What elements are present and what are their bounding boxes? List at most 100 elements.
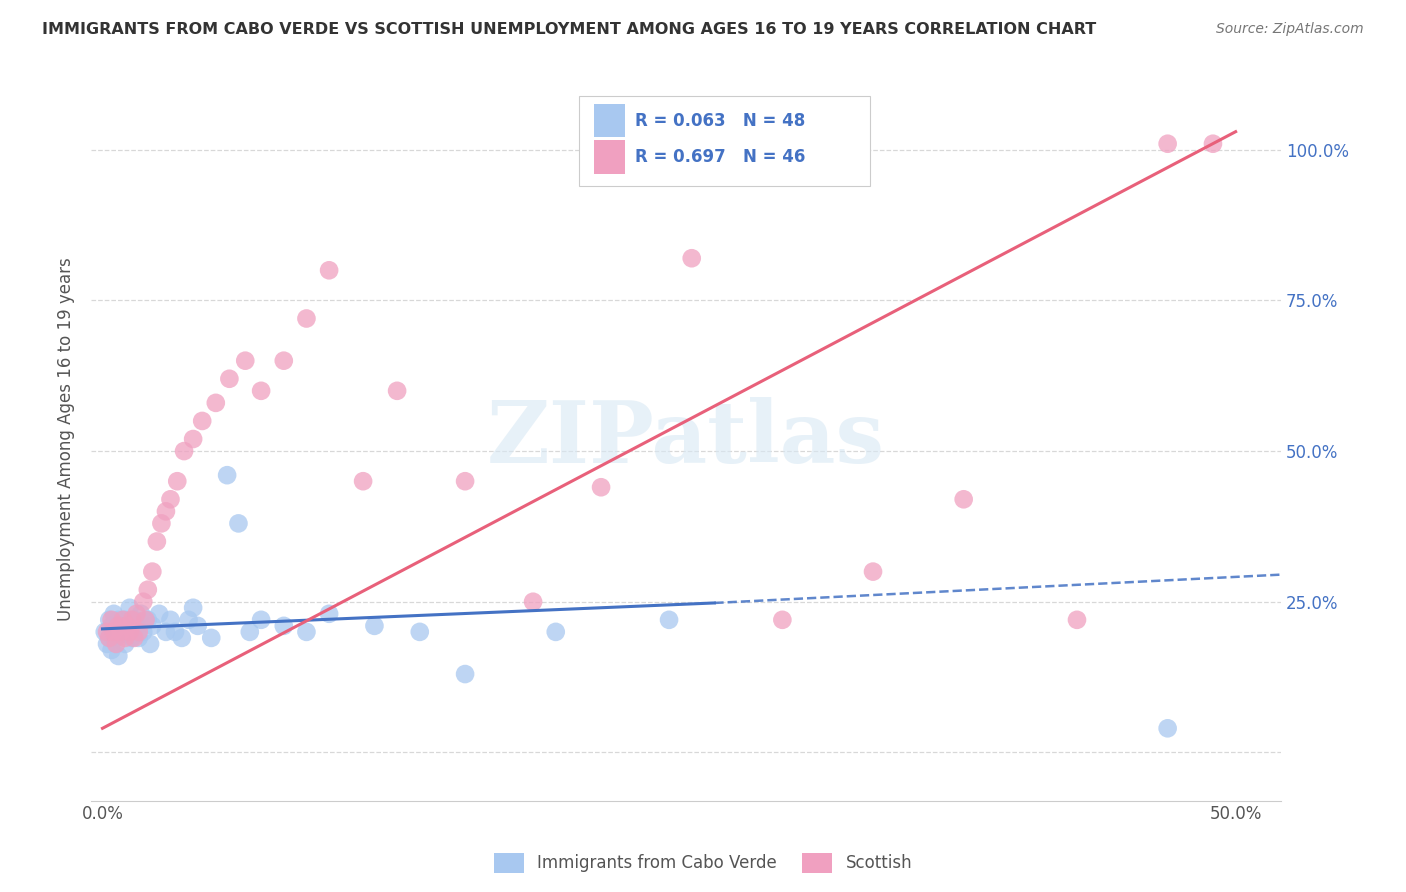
Point: [121, 613, 143, 627]
Point: [352, 474, 374, 488]
Point: [170, 631, 193, 645]
Point: [150, 516, 173, 531]
Point: [114, 613, 136, 627]
Point: [952, 492, 974, 507]
Point: [1156, 136, 1178, 151]
Point: [217, 468, 239, 483]
Point: [128, 624, 150, 639]
Point: [522, 595, 544, 609]
Point: [107, 648, 129, 663]
FancyBboxPatch shape: [595, 104, 626, 137]
Point: [105, 637, 128, 651]
Point: [273, 619, 295, 633]
Point: [159, 613, 181, 627]
Point: [155, 504, 177, 518]
Point: [132, 595, 155, 609]
Point: [100, 619, 122, 633]
Point: [204, 396, 226, 410]
FancyBboxPatch shape: [579, 95, 870, 186]
Point: [1202, 136, 1225, 151]
Point: [250, 613, 273, 627]
Point: [103, 607, 125, 621]
Point: [100, 643, 122, 657]
Point: [200, 631, 222, 645]
Point: [363, 619, 385, 633]
Point: [233, 353, 256, 368]
Point: [94, 624, 117, 639]
Point: [1156, 721, 1178, 735]
Point: [121, 631, 143, 645]
Point: [129, 607, 152, 621]
Point: [155, 624, 177, 639]
Point: [114, 631, 136, 645]
Point: [117, 619, 139, 633]
Point: [107, 613, 129, 627]
Point: [295, 311, 318, 326]
Point: [125, 619, 148, 633]
Point: [173, 444, 195, 458]
Point: [148, 607, 170, 621]
Point: [132, 624, 155, 639]
Point: [385, 384, 408, 398]
Point: [118, 600, 141, 615]
Point: [159, 492, 181, 507]
Point: [128, 631, 150, 645]
Point: [110, 619, 132, 633]
Point: [1066, 613, 1088, 627]
Point: [146, 534, 169, 549]
Point: [409, 624, 432, 639]
Point: [591, 480, 613, 494]
Point: [295, 624, 318, 639]
Point: [218, 372, 240, 386]
Point: [98, 613, 121, 627]
Point: [454, 474, 477, 488]
Point: [181, 600, 204, 615]
Point: [166, 474, 188, 488]
Point: [318, 607, 340, 621]
Point: [136, 613, 159, 627]
Point: [318, 263, 340, 277]
Text: R = 0.697   N = 46: R = 0.697 N = 46: [636, 148, 806, 166]
Text: ZIPatlas: ZIPatlas: [486, 397, 884, 481]
Point: [107, 619, 129, 633]
Point: [163, 624, 186, 639]
Legend: Immigrants from Cabo Verde, Scottish: Immigrants from Cabo Verde, Scottish: [488, 847, 918, 880]
Point: [191, 414, 214, 428]
Point: [770, 613, 793, 627]
Point: [98, 631, 121, 645]
Point: [177, 613, 200, 627]
Point: [239, 624, 262, 639]
Point: [141, 619, 163, 633]
Point: [111, 613, 134, 627]
Point: [111, 624, 134, 639]
Text: R = 0.063   N = 48: R = 0.063 N = 48: [636, 112, 806, 130]
Point: [96, 637, 118, 651]
Point: [181, 432, 204, 446]
Point: [454, 667, 477, 681]
Point: [122, 613, 145, 627]
Point: [228, 516, 250, 531]
Point: [118, 624, 141, 639]
Point: [110, 624, 132, 639]
Point: [98, 631, 121, 645]
Point: [103, 624, 125, 639]
Point: [117, 624, 139, 639]
Point: [103, 624, 125, 639]
Point: [273, 353, 295, 368]
Y-axis label: Unemployment Among Ages 16 to 19 years: Unemployment Among Ages 16 to 19 years: [58, 257, 75, 621]
Text: Source: ZipAtlas.com: Source: ZipAtlas.com: [1216, 22, 1364, 37]
Point: [544, 624, 567, 639]
Point: [125, 607, 148, 621]
Point: [100, 613, 122, 627]
Point: [141, 565, 163, 579]
Point: [862, 565, 884, 579]
Point: [658, 613, 681, 627]
Point: [135, 613, 157, 627]
Point: [136, 582, 159, 597]
Point: [122, 631, 145, 645]
Point: [139, 637, 162, 651]
FancyBboxPatch shape: [595, 140, 626, 174]
Point: [105, 631, 128, 645]
Point: [96, 624, 118, 639]
Text: IMMIGRANTS FROM CABO VERDE VS SCOTTISH UNEMPLOYMENT AMONG AGES 16 TO 19 YEARS CO: IMMIGRANTS FROM CABO VERDE VS SCOTTISH U…: [42, 22, 1097, 37]
